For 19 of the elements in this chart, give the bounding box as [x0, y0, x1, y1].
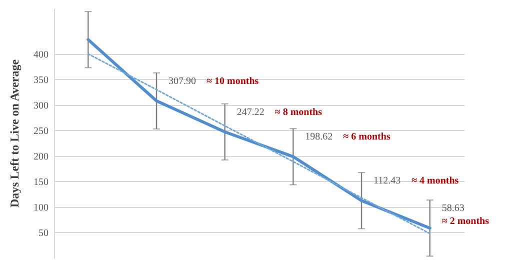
data-label: 198.62	[305, 132, 333, 143]
annotation: ≈ 10 months	[206, 76, 259, 87]
y-tick-label: 200	[34, 151, 48, 162]
data-label: 247.22	[236, 106, 264, 118]
annotation: ≈ 8 months	[274, 106, 322, 118]
annotation: ≈ 2 months	[442, 216, 490, 228]
y-tick-label: 350	[34, 74, 48, 86]
annotation: ≈ 4 months	[412, 176, 459, 187]
y-tick-label: 150	[34, 176, 48, 188]
data-label: 112.43	[374, 176, 401, 187]
data-label: 307.90	[168, 76, 196, 87]
y-tick-label: 400	[34, 49, 48, 60]
y-axis-title: Days Left to Live on Average	[8, 58, 22, 208]
annotation: ≈ 6 months	[343, 132, 390, 143]
data-label: 58.63	[442, 203, 464, 214]
y-tick-label: 300	[34, 100, 48, 112]
y-tick-label: 50	[38, 228, 48, 239]
y-tick-label: 100	[34, 202, 48, 214]
y-tick-label: 250	[34, 126, 48, 137]
